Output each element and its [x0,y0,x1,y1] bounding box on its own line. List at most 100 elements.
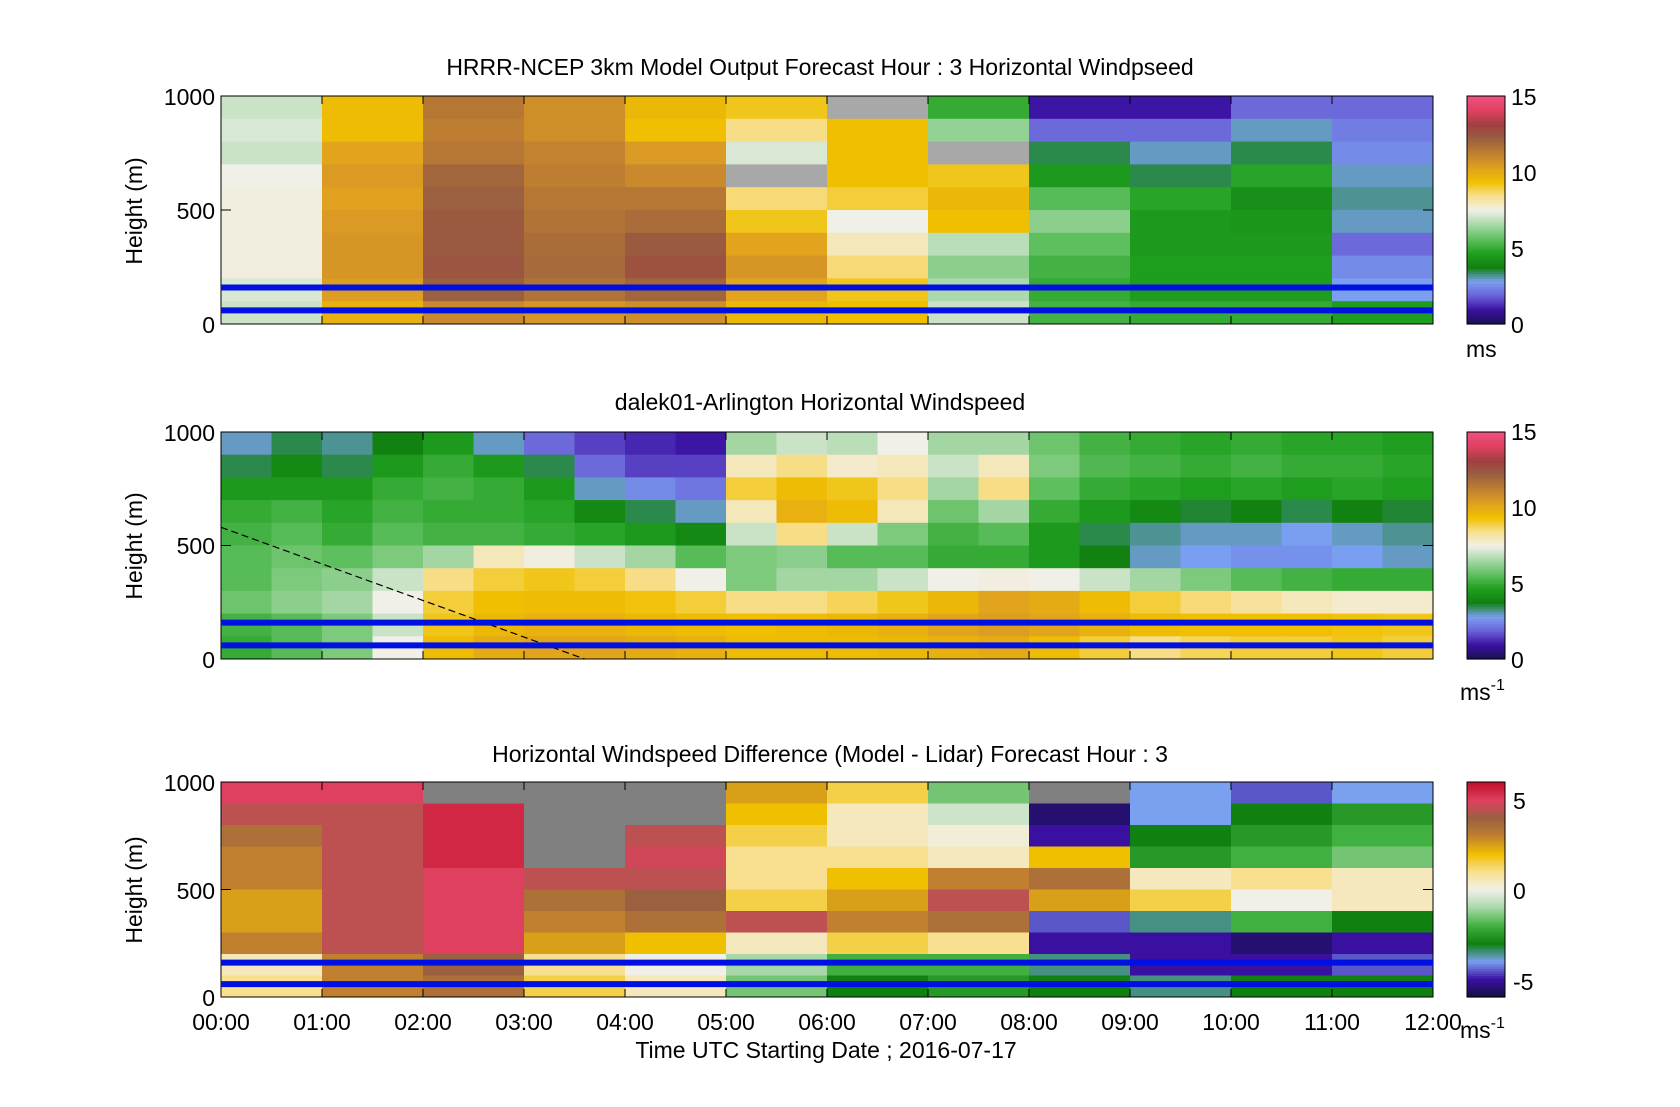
colorbar-segment [1467,313,1505,317]
colorbar-segment [1467,834,1505,838]
heat-cell [322,568,373,592]
colorbar-segment [1467,106,1505,110]
colorbar-segment [1467,982,1505,986]
colorbar-segment [1467,253,1505,257]
heat-cell [1231,141,1333,165]
heat-cell [423,187,525,211]
heat-cell [423,118,525,143]
colorbar-segment [1467,954,1505,957]
heat-cell [473,500,525,524]
heat-cell [726,164,828,188]
colorbar-segment [1467,258,1505,262]
heat-cell [1332,868,1434,890]
colorbar-frame [1466,431,1506,660]
heat-cell [928,118,1030,143]
heat-cell [1180,477,1232,501]
heat-cell [1281,522,1333,546]
heat-cell [675,522,727,546]
colorbar-segment [1467,585,1505,589]
colorbar-segment [1467,942,1505,946]
colorbar-segment [1467,580,1505,584]
heat-cell [1130,825,1232,847]
colorbar-segment [1467,968,1505,972]
colorbar-segment [1467,136,1505,140]
heat-cell [776,590,828,615]
colorbar-segment [1467,288,1505,292]
colorbar-segment [1467,227,1505,231]
colorbar-unit-sup: -1 [1491,677,1505,694]
heat-cell [625,803,727,826]
heat-cell [827,210,929,234]
colorbar-segment [1467,479,1505,484]
heat-cell [1231,477,1282,501]
heat-cell [524,232,626,257]
heat-cell [877,432,929,456]
colorbar-segment [1467,613,1505,617]
colorbar-frame [1466,95,1506,325]
heat-cell [322,96,424,120]
heat-cell [574,545,626,569]
colorbar-segment [1467,462,1505,466]
colorbar-segment [1467,939,1505,943]
heat-cell [1231,911,1333,933]
heat-cell [928,164,1030,188]
heat-cell [877,568,929,592]
colorbar-segment [1467,187,1505,191]
heat-cell [928,590,979,615]
heat-cell [322,590,373,615]
colorbar-segment [1467,937,1505,941]
heat-cell [372,477,424,501]
x-ticklabel-1100: 11:00 [1304,1009,1360,1035]
colorbar-unit: ms-1 [1460,677,1505,705]
colorbar-segment [1467,989,1505,993]
heat-cell [1231,889,1333,912]
y-ticks [221,95,1433,325]
colorbar-segment [1467,641,1505,645]
heat-cell [221,545,272,569]
colorbar-segment [1467,189,1505,193]
colorbar-segment [1467,215,1505,219]
heat-cell [322,500,373,524]
heat-cell [322,825,424,847]
heat-cell [1382,454,1434,478]
colorbar-segment [1467,616,1505,620]
heat-cell [625,868,727,890]
colorbar-segment [1467,918,1505,922]
colorbar-segment [1467,159,1505,163]
heat-cell [827,803,929,826]
heat-cell [827,118,929,143]
x-ticklabel-0100: 01:00 [293,1009,351,1035]
heat-cell [1029,255,1131,279]
colorbar-segment [1467,863,1505,867]
colorbar [1466,431,1506,660]
heat-cell [423,255,525,279]
colorbar-segment [1467,197,1505,201]
heat-cell [1231,432,1282,456]
heat-cell [625,500,676,524]
colorbar-segment [1467,131,1505,135]
heat-cell [423,232,525,257]
heat-cell [928,232,1030,257]
y-ticks [221,781,1433,998]
heat-cell [574,454,626,478]
y-ticklabel-0: 0 [202,312,215,338]
heat-cell [625,141,727,165]
colorbar-segment [1467,260,1505,264]
heat-cell [524,522,575,546]
heat-cell [473,522,525,546]
heat-cell [1180,454,1232,478]
colorbar-segment [1467,172,1505,176]
colorbar-segment [1467,925,1505,929]
colorbar [1466,781,1506,998]
colorbar-segment [1467,532,1505,537]
colorbar-segment [1467,903,1505,907]
heat-cell [978,454,1030,478]
heat-cell [1382,545,1434,569]
heat-cell [524,454,575,478]
heat-cell [1029,568,1080,592]
heat-cell [423,522,474,546]
heat-cell [423,911,525,933]
colorbar-segment [1467,432,1505,436]
heat-cell [928,96,1030,120]
colorbar-ticklabel-0: 0 [1511,312,1524,338]
